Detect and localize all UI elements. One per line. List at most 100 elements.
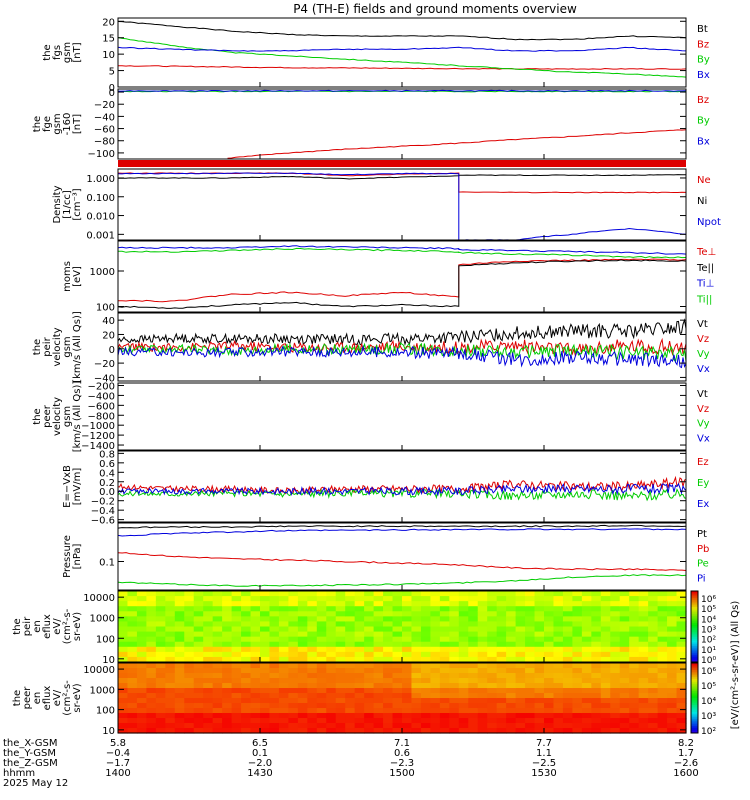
- heatmap-cell: [118, 668, 129, 674]
- heatmap-cell: [203, 698, 214, 704]
- heatmap-cell: [165, 693, 176, 699]
- legend-label: Te⊥: [696, 247, 716, 258]
- heatmap-cell: [354, 636, 365, 643]
- heatmap-cell: [222, 698, 233, 704]
- heatmap-cell: [676, 656, 687, 663]
- heatmap-cell: [458, 663, 469, 669]
- heatmap-cell: [439, 636, 450, 643]
- heatmap-cell: [250, 708, 261, 714]
- heatmap-cell: [269, 663, 280, 669]
- heatmap-cell: [269, 651, 280, 658]
- heatmap-cell: [392, 688, 403, 694]
- heatmap-cell: [629, 723, 640, 729]
- series-line-Te⊥: [118, 258, 687, 303]
- heatmap-cell: [184, 673, 195, 679]
- colorbar-segment: [691, 713, 698, 716]
- heatmap-cell: [544, 636, 555, 643]
- heatmap-cell: [534, 616, 545, 623]
- y-tick-label: −600: [88, 401, 115, 412]
- heatmap-cell: [316, 591, 327, 597]
- y-tick-label: 0: [109, 88, 115, 99]
- heatmap-cell: [307, 693, 318, 699]
- heatmap-cell: [184, 698, 195, 704]
- heatmap-cell: [610, 688, 621, 694]
- heatmap-cell: [297, 606, 308, 612]
- heatmap-cell: [619, 728, 630, 734]
- heatmap-cell: [250, 703, 261, 709]
- series-line-Vy: [117, 342, 687, 363]
- heatmap-cell: [657, 631, 668, 638]
- heatmap-cell: [496, 713, 507, 719]
- heatmap-cell: [515, 723, 526, 729]
- heatmap-cell: [345, 703, 356, 709]
- colorbar-segment: [691, 633, 698, 636]
- heatmap-cell: [638, 641, 649, 648]
- heatmap-cell: [534, 723, 545, 729]
- y-tick-label: 40: [102, 316, 115, 327]
- heatmap-cell: [392, 668, 403, 674]
- heatmap-cell: [506, 703, 517, 709]
- heatmap-cell: [354, 693, 365, 699]
- heatmap-cell: [250, 688, 261, 694]
- colorbar-segment: [691, 691, 698, 694]
- heatmap-cell: [203, 641, 214, 648]
- y-tick-label: 10: [102, 655, 115, 666]
- heatmap-cell: [638, 668, 649, 674]
- heatmap-cell: [297, 651, 308, 658]
- heatmap-cell: [373, 718, 384, 724]
- heatmap-cell: [619, 591, 630, 597]
- colorbar-segment: [691, 628, 698, 631]
- y-tick-label: 10: [102, 50, 115, 61]
- heatmap-cell: [297, 611, 308, 617]
- heatmap-cell: [326, 651, 337, 658]
- heatmap-cell: [610, 651, 621, 658]
- y-tick-label: −0.6: [91, 516, 115, 527]
- y-axis-label: eflux: [42, 686, 53, 711]
- heatmap-cell: [449, 601, 460, 607]
- series-line-By: [117, 37, 687, 78]
- y-axis-label: eflux: [42, 614, 53, 639]
- heatmap-cell: [174, 606, 185, 612]
- heatmap-cell: [506, 708, 517, 714]
- heatmap-cell: [458, 728, 469, 734]
- heatmap-cell: [297, 703, 308, 709]
- heatmap-cell: [364, 656, 375, 663]
- heatmap-cell: [222, 713, 233, 719]
- heatmap-cell: [610, 708, 621, 714]
- heatmap-cell: [619, 678, 630, 684]
- heatmap-cell: [212, 626, 223, 633]
- heatmap-cell: [458, 641, 469, 648]
- heatmap-cell: [174, 728, 185, 734]
- heatmap-cell: [525, 688, 536, 694]
- heatmap-cell: [439, 631, 450, 638]
- heatmap-cell: [449, 596, 460, 602]
- legend-label: Vz: [697, 404, 709, 415]
- heatmap-cell: [241, 591, 252, 597]
- heatmap-cell: [127, 621, 138, 628]
- heatmap-cell: [146, 611, 157, 617]
- heatmap-cell: [544, 641, 555, 648]
- colorbar-segment: [691, 649, 698, 652]
- y-tick-label: −0.4: [91, 506, 115, 517]
- heatmap-cell: [354, 673, 365, 679]
- heatmap-cell: [193, 591, 204, 597]
- heatmap-cell: [278, 708, 289, 714]
- heatmap-cell: [648, 678, 659, 684]
- heatmap-cell: [553, 616, 564, 623]
- heatmap-cell: [136, 673, 147, 679]
- heatmap-cell: [420, 718, 431, 724]
- heatmap-cell: [364, 601, 375, 607]
- heatmap-cell: [629, 641, 640, 648]
- heatmap-cell: [250, 698, 261, 704]
- heatmap-cell: [629, 651, 640, 658]
- colorbar-segment: [691, 724, 698, 727]
- heatmap-cell: [439, 673, 450, 679]
- heatmap-cell: [364, 668, 375, 674]
- heatmap-cell: [525, 668, 536, 674]
- x-axis-value: 5.8: [110, 738, 126, 749]
- heatmap-cell: [667, 693, 678, 699]
- heatmap-cell: [506, 596, 517, 602]
- heatmap-cell: [439, 703, 450, 709]
- heatmap-cell: [610, 728, 621, 734]
- heatmap-cell: [439, 668, 450, 674]
